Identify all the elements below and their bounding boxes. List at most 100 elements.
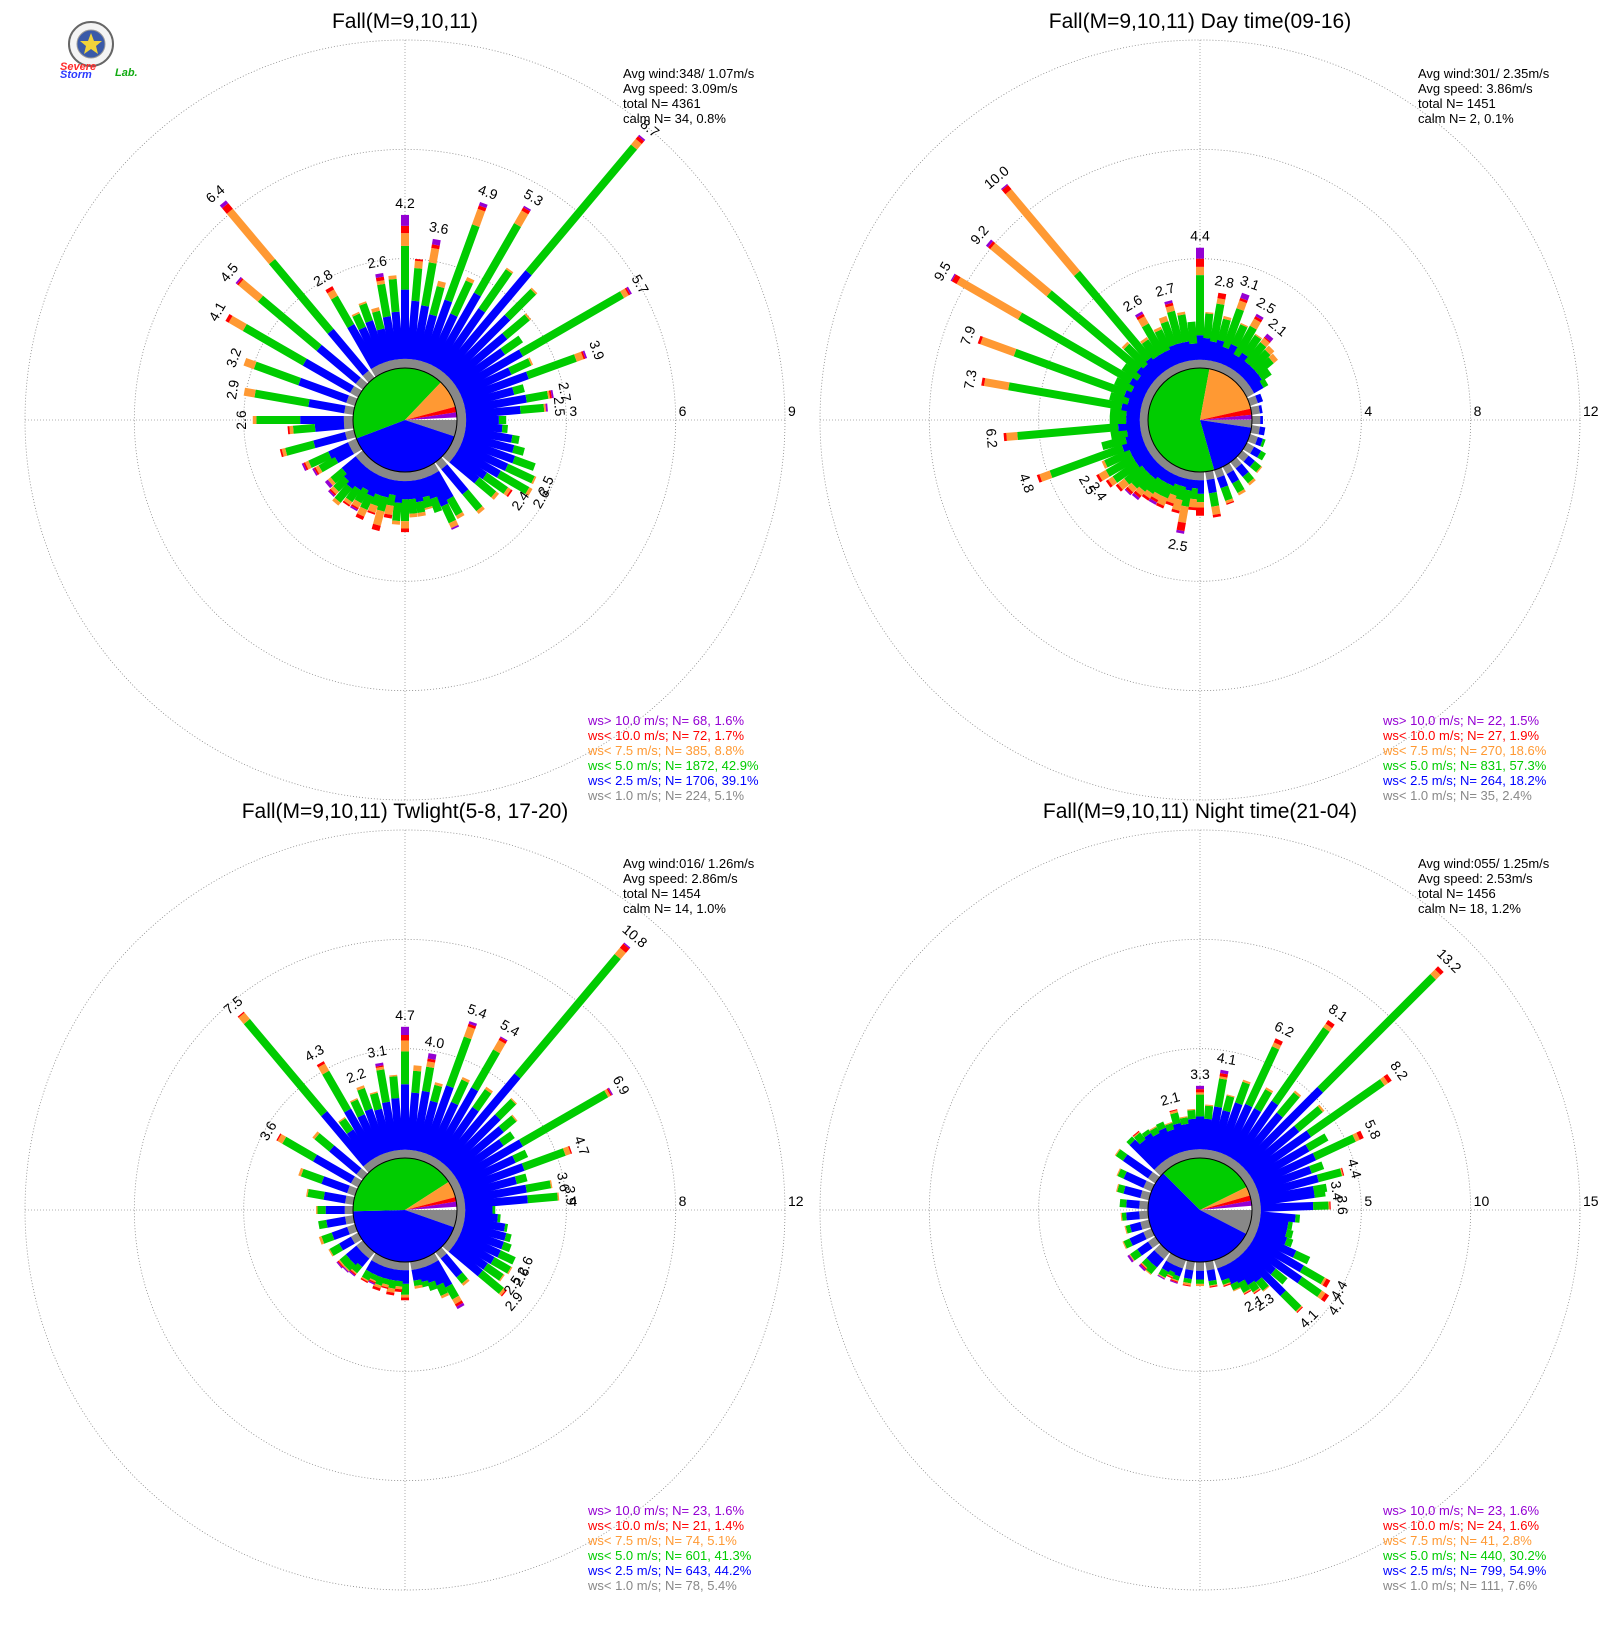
wind-bar-segment bbox=[342, 500, 351, 507]
pie-slice bbox=[353, 1210, 455, 1263]
wind-bar-segment bbox=[376, 328, 394, 363]
wind-bar-segment bbox=[440, 1253, 463, 1278]
wind-bar-segment bbox=[328, 442, 352, 459]
wind-bar-segment bbox=[1126, 1211, 1140, 1221]
wind-bar-segment bbox=[1270, 1268, 1288, 1285]
wind-bar-segment bbox=[1143, 390, 1155, 402]
wind-bar-segment bbox=[441, 270, 532, 376]
wind-bar-segment bbox=[1108, 476, 1118, 487]
bar-value-label: 2.7 bbox=[1154, 279, 1177, 300]
wind-bar-segment bbox=[1254, 357, 1274, 376]
wind-bar-segment bbox=[411, 479, 424, 503]
wind-bar-segment bbox=[391, 1097, 404, 1151]
wind-bar-segment bbox=[1178, 477, 1189, 488]
wind-bar-segment bbox=[1217, 318, 1231, 342]
wind-bar-segment bbox=[464, 1195, 528, 1209]
wind-bar-segment bbox=[318, 1236, 325, 1245]
wind-bar-segment bbox=[347, 324, 378, 370]
wind-bar-segment bbox=[461, 371, 529, 403]
wind-bar-segment bbox=[1223, 315, 1232, 321]
wind-bar-segment bbox=[1218, 363, 1230, 375]
wind-bar-segment bbox=[1209, 1150, 1220, 1161]
wind-bar-segment bbox=[1233, 374, 1246, 387]
wind-bar-segment bbox=[436, 280, 446, 289]
wind-bar-segment bbox=[1434, 966, 1444, 976]
bar-value-label: 5.4 bbox=[465, 1000, 489, 1022]
wind-bar-segment bbox=[460, 1226, 505, 1250]
wind-bar-segment bbox=[1251, 1210, 1261, 1220]
wind-bar-segment bbox=[380, 361, 391, 373]
wind-bar-segment bbox=[1160, 470, 1174, 484]
wind-bar-segment bbox=[452, 434, 464, 445]
wind-bar-segment bbox=[1131, 469, 1151, 489]
wind-bar-segment bbox=[1243, 369, 1260, 385]
wind-bar-segment bbox=[1149, 1126, 1157, 1131]
wind-bar-segment bbox=[1247, 1280, 1260, 1293]
pie-slice bbox=[1200, 408, 1252, 420]
wind-bar-segment bbox=[1209, 360, 1220, 371]
wind-bar-segment bbox=[1140, 337, 1149, 344]
wind-bar-segment bbox=[384, 504, 394, 515]
bar-value-label: 4.3 bbox=[302, 1041, 327, 1065]
wind-bar-segment bbox=[457, 1231, 501, 1258]
wind-bar-segment bbox=[1126, 1136, 1136, 1146]
wind-bar-segment bbox=[1237, 489, 1246, 496]
wind-bar-segment bbox=[349, 1269, 357, 1276]
ring-label: 12 bbox=[788, 1193, 804, 1209]
wind-bar-segment bbox=[1254, 1089, 1273, 1113]
wind-bar-segment bbox=[1309, 1161, 1325, 1174]
windrose-panel: 4 8 124.74.05.45.410.86.94.73.63.92.62.62.… bbox=[24, 800, 804, 1593]
wind-bar-segment bbox=[386, 1287, 396, 1293]
wind-bar-segment bbox=[504, 1233, 512, 1243]
wind-bar-segment bbox=[1137, 1241, 1153, 1256]
wind-bar-segment bbox=[523, 205, 532, 212]
wind-bar-segment bbox=[385, 1259, 396, 1270]
wind-bar-segment bbox=[375, 362, 387, 375]
wind-bar-segment bbox=[324, 479, 333, 489]
wind-bar-segment bbox=[452, 1224, 463, 1235]
wind-bar-segment bbox=[1115, 1149, 1128, 1161]
wind-bar-segment bbox=[1230, 371, 1242, 383]
wind-bar-segment bbox=[1256, 466, 1263, 474]
wind-bar-segment bbox=[374, 476, 388, 496]
wind-bar-segment bbox=[355, 513, 365, 521]
wind-bar-segment bbox=[1174, 485, 1187, 501]
wind-bar-segment bbox=[1250, 1197, 1261, 1207]
wind-bar-segment bbox=[1237, 1279, 1251, 1294]
wind-bar-segment bbox=[525, 1180, 552, 1193]
pie-slice bbox=[405, 1210, 457, 1228]
wind-bar-segment bbox=[455, 447, 501, 478]
wind-bar-segment bbox=[356, 1253, 370, 1268]
wind-bar-segment bbox=[1149, 1126, 1160, 1137]
wind-bar-segment bbox=[455, 349, 524, 393]
wind-bar-segment bbox=[512, 445, 525, 456]
wind-bar-segment bbox=[1098, 469, 1110, 481]
wind-bar-segment bbox=[334, 483, 353, 503]
wind-bar-segment bbox=[604, 1088, 611, 1098]
wind-bar-segment bbox=[431, 1158, 443, 1170]
wind-bar-segment bbox=[448, 1176, 460, 1188]
wind-bar-segment bbox=[1131, 446, 1150, 462]
wind-bar-segment bbox=[1180, 469, 1191, 480]
info-avg-speed: Avg speed: 3.86m/s bbox=[1418, 81, 1533, 96]
legend-entry: ws< 10.0 m/s; N= 72, 1.7% bbox=[587, 728, 745, 743]
wind-bar-segment bbox=[312, 1154, 355, 1184]
wind-bar-segment bbox=[474, 223, 522, 297]
wind-bar-segment bbox=[582, 350, 588, 359]
wind-bar-segment bbox=[441, 464, 469, 495]
wind-bar-segment bbox=[1226, 470, 1240, 484]
wind-bar-segment bbox=[504, 463, 535, 484]
wind-bar-segment bbox=[455, 1215, 465, 1225]
wind-bar-segment bbox=[1124, 464, 1146, 485]
wind-bar-segment bbox=[491, 491, 500, 500]
wind-bar-segment bbox=[1145, 442, 1157, 454]
wind-bar-segment bbox=[1312, 1183, 1328, 1194]
chart-title: Fall(M=9,10,11) Day time(09-16) bbox=[1049, 10, 1351, 33]
wind-bar-segment bbox=[298, 377, 349, 403]
wind-bar-segment bbox=[1240, 292, 1250, 301]
wind-bar-segment bbox=[498, 1287, 507, 1296]
wind-bar-segment bbox=[512, 1149, 529, 1163]
wind-bar-segment bbox=[361, 1269, 373, 1281]
wind-bar-segment bbox=[411, 268, 423, 302]
wind-bar-segment bbox=[315, 465, 323, 475]
